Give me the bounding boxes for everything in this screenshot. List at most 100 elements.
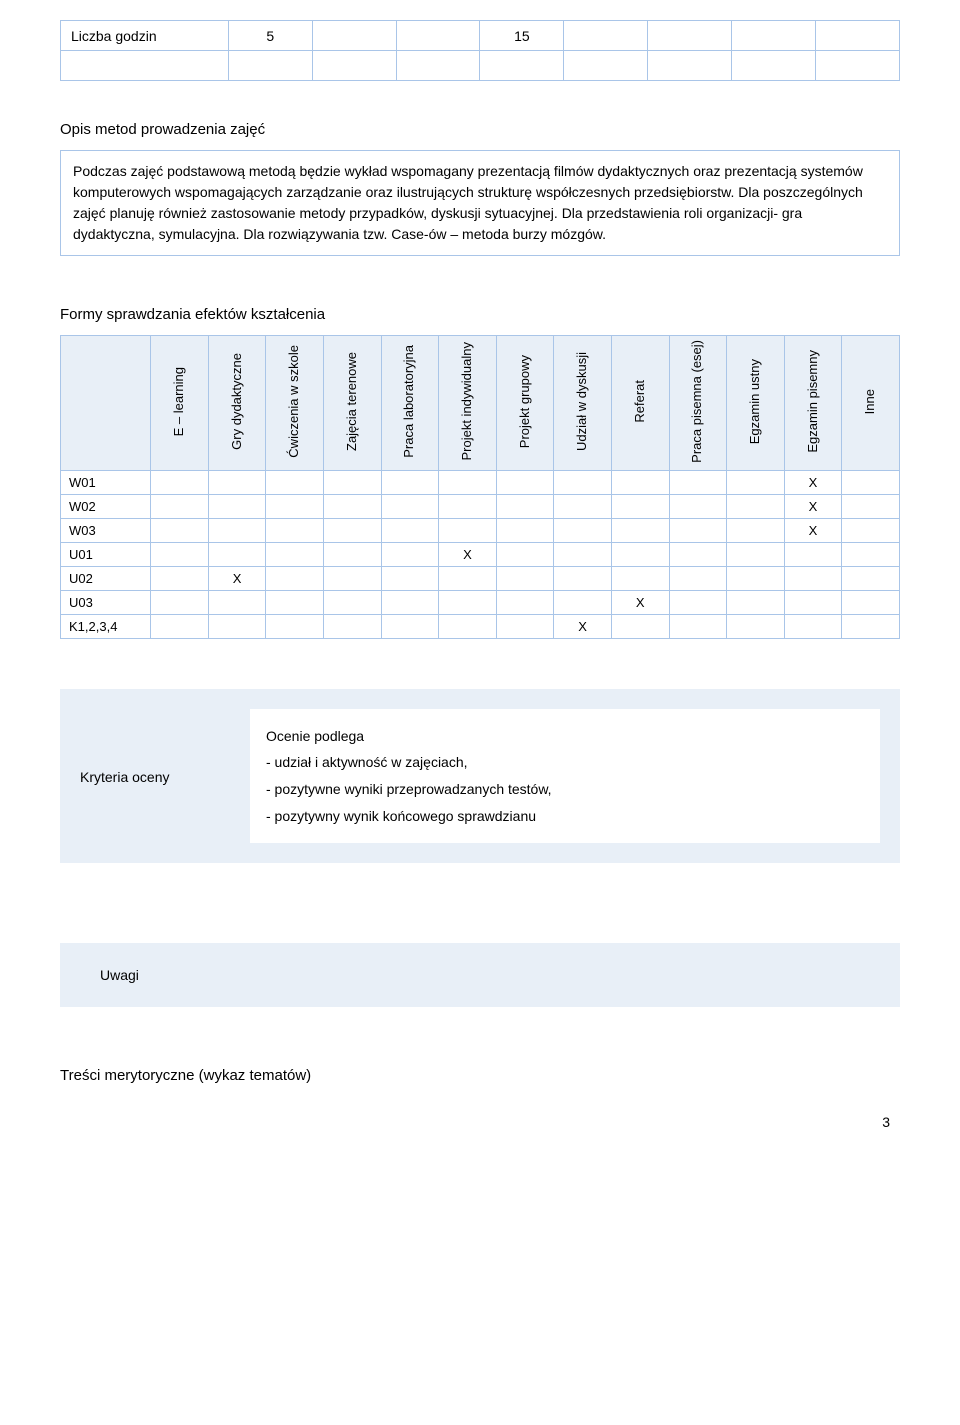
- matrix-row-label: W03: [61, 518, 151, 542]
- matrix-cell: [266, 590, 324, 614]
- matrix-cell: [496, 566, 554, 590]
- matrix-cell: [842, 518, 900, 542]
- matrix-cell: [611, 518, 669, 542]
- matrix-cell: [439, 590, 497, 614]
- matrix-col-8: Referat: [611, 336, 669, 471]
- matrix-cell: [727, 542, 785, 566]
- matrix-cell: [496, 590, 554, 614]
- matrix-cell: [266, 518, 324, 542]
- matrix-cell: [842, 566, 900, 590]
- matrix-cell: [669, 590, 727, 614]
- matrix-cell: [496, 494, 554, 518]
- matrix-cell: [151, 518, 209, 542]
- matrix-cell: [151, 614, 209, 638]
- criteria-box: Kryteria oceny Ocenie podlega - udział i…: [60, 689, 900, 863]
- matrix-cell: [496, 614, 554, 638]
- matrix-cell: [611, 542, 669, 566]
- matrix-cell: X: [784, 518, 842, 542]
- matrix-cell: [439, 614, 497, 638]
- matrix-cell: [496, 470, 554, 494]
- matrix-cell: [439, 470, 497, 494]
- matrix-cell: [266, 470, 324, 494]
- matrix-cell: [208, 518, 266, 542]
- matrix-cell: [611, 470, 669, 494]
- hours-val-1: [312, 21, 396, 51]
- matrix-cell: X: [784, 494, 842, 518]
- matrix-col-11: Egzamin pisemny: [784, 336, 842, 471]
- matrix-cell: [151, 470, 209, 494]
- matrix-cell: [208, 494, 266, 518]
- matrix-cell: [842, 542, 900, 566]
- hours-val-0: 5: [228, 21, 312, 51]
- matrix-cell: [323, 494, 381, 518]
- matrix-cell: [784, 590, 842, 614]
- matrix-row-label: K1,2,3,4: [61, 614, 151, 638]
- matrix-col-5: Projekt indywidualny: [439, 336, 497, 471]
- matrix-cell: [151, 590, 209, 614]
- criteria-item-0: - udział i aktywność w zajęciach,: [266, 749, 864, 776]
- hours-label: Liczba godzin: [61, 21, 229, 51]
- matrix-cell: [323, 518, 381, 542]
- matrix-cell: [496, 518, 554, 542]
- matrix-cell: [554, 518, 612, 542]
- matrix-cell: [151, 494, 209, 518]
- hours-table: Liczba godzin 5 15: [60, 20, 900, 81]
- matrix-cell: [323, 542, 381, 566]
- footer-title: Treści merytoryczne (wykaz tematów): [60, 1067, 900, 1084]
- matrix-row: U01X: [61, 542, 900, 566]
- matrix-row-label: U02: [61, 566, 151, 590]
- matrix-row-label: U03: [61, 590, 151, 614]
- matrix-cell: [266, 614, 324, 638]
- matrix-cell: [151, 542, 209, 566]
- criteria-item-2: - pozytywny wynik końcowego sprawdzianu: [266, 803, 864, 830]
- matrix-cell: [381, 470, 439, 494]
- matrix-cell: [727, 470, 785, 494]
- matrix-row: W01 X: [61, 470, 900, 494]
- matrix-cell: X: [784, 470, 842, 494]
- matrix-row: U02 X: [61, 566, 900, 590]
- matrix-cell: X: [208, 566, 266, 590]
- hours-val-5: [648, 21, 732, 51]
- matrix-cell: [727, 494, 785, 518]
- matrix-col-10: Egzamin ustny: [727, 336, 785, 471]
- matrix-cell: [669, 614, 727, 638]
- matrix-header-row: E – learning Gry dydaktyczne Ćwiczenia w…: [61, 336, 900, 471]
- matrix-col-0: E – learning: [151, 336, 209, 471]
- matrix-cell: [669, 494, 727, 518]
- matrix-cell: [323, 614, 381, 638]
- criteria-content: Ocenie podlega - udział i aktywność w za…: [250, 709, 880, 843]
- matrix-row: W03 X: [61, 518, 900, 542]
- matrix-cell: [208, 590, 266, 614]
- matrix-cell: [381, 494, 439, 518]
- matrix-cell: [554, 494, 612, 518]
- uwagi-label: Uwagi: [100, 967, 139, 983]
- matrix-cell: [323, 566, 381, 590]
- matrix-cell: [554, 542, 612, 566]
- matrix-cell: [439, 494, 497, 518]
- matrix-cell: [611, 614, 669, 638]
- methods-title: Opis metod prowadzenia zajęć: [60, 121, 900, 138]
- matrix-cell: [439, 566, 497, 590]
- matrix-cell: [611, 494, 669, 518]
- matrix-cell: [554, 590, 612, 614]
- matrix-cell: [554, 566, 612, 590]
- matrix-cell: [669, 542, 727, 566]
- verification-matrix: E – learning Gry dydaktyczne Ćwiczenia w…: [60, 335, 900, 639]
- matrix-cell: [611, 566, 669, 590]
- matrix-cell: [208, 614, 266, 638]
- matrix-cell: [727, 518, 785, 542]
- matrix-cell: [381, 518, 439, 542]
- matrix-cell: [381, 566, 439, 590]
- matrix-cell: [496, 542, 554, 566]
- matrix-cell: [784, 542, 842, 566]
- matrix-cell: [784, 614, 842, 638]
- hours-val-4: [564, 21, 648, 51]
- matrix-col-2: Ćwiczenia w szkole: [266, 336, 324, 471]
- matrix-col-1: Gry dydaktyczne: [208, 336, 266, 471]
- matrix-cell: [842, 614, 900, 638]
- criteria-label: Kryteria oceny: [80, 709, 210, 843]
- hours-val-6: [732, 21, 816, 51]
- matrix-cell: [727, 614, 785, 638]
- matrix-col-6: Projekt grupowy: [496, 336, 554, 471]
- matrix-row-label: W01: [61, 470, 151, 494]
